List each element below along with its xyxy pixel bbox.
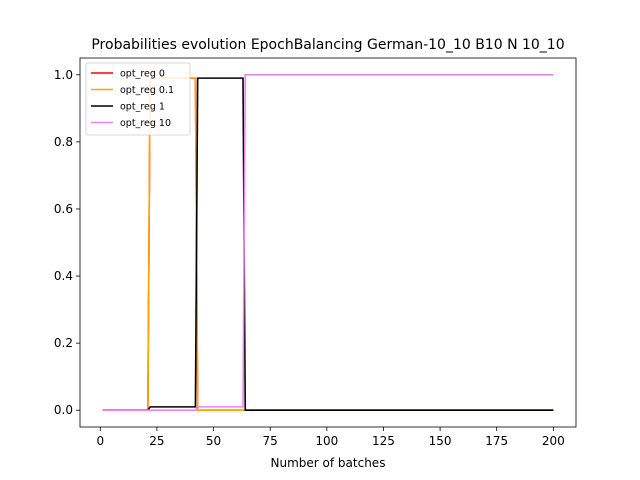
x-tick-label: 50	[206, 434, 221, 448]
y-axis: 0.0 0.2 0.4 0.6 0.8 1.0	[54, 68, 80, 417]
x-tick-label: 75	[263, 434, 278, 448]
x-tick-label: 125	[372, 434, 395, 448]
x-tick-label: 0	[96, 434, 104, 448]
x-tick-label: 175	[485, 434, 508, 448]
legend-box	[85, 62, 191, 136]
y-tick-label: 0.2	[54, 336, 73, 350]
x-axis: 0 25 50 75 100 125 150 175 200	[96, 427, 565, 448]
y-tick-label: 0.4	[54, 269, 73, 283]
legend-label: opt_reg 1	[120, 102, 165, 113]
x-tick-label: 25	[149, 434, 164, 448]
series-group	[102, 73, 554, 412]
x-axis-label: Number of batches	[271, 456, 386, 470]
legend-label: opt_reg 0	[120, 69, 165, 80]
legend: opt_reg 0 opt_reg 0.1 opt_reg 1 opt_reg 10	[85, 62, 191, 136]
y-tick-label: 0.8	[54, 135, 73, 149]
y-tick-label: 0.0	[54, 403, 73, 417]
y-tick-label: 1.0	[54, 68, 73, 82]
legend-label: opt_reg 10	[120, 118, 171, 129]
chart-title: Probabilities evolution EpochBalancing G…	[91, 37, 564, 53]
plot-area	[79, 57, 577, 428]
x-tick-label: 200	[542, 434, 565, 448]
x-tick-label: 100	[315, 434, 338, 448]
legend-label: opt_reg 0.1	[120, 85, 174, 96]
y-tick-label: 0.6	[54, 202, 73, 216]
series-line-3	[102, 73, 554, 412]
x-tick-label: 150	[429, 434, 452, 448]
